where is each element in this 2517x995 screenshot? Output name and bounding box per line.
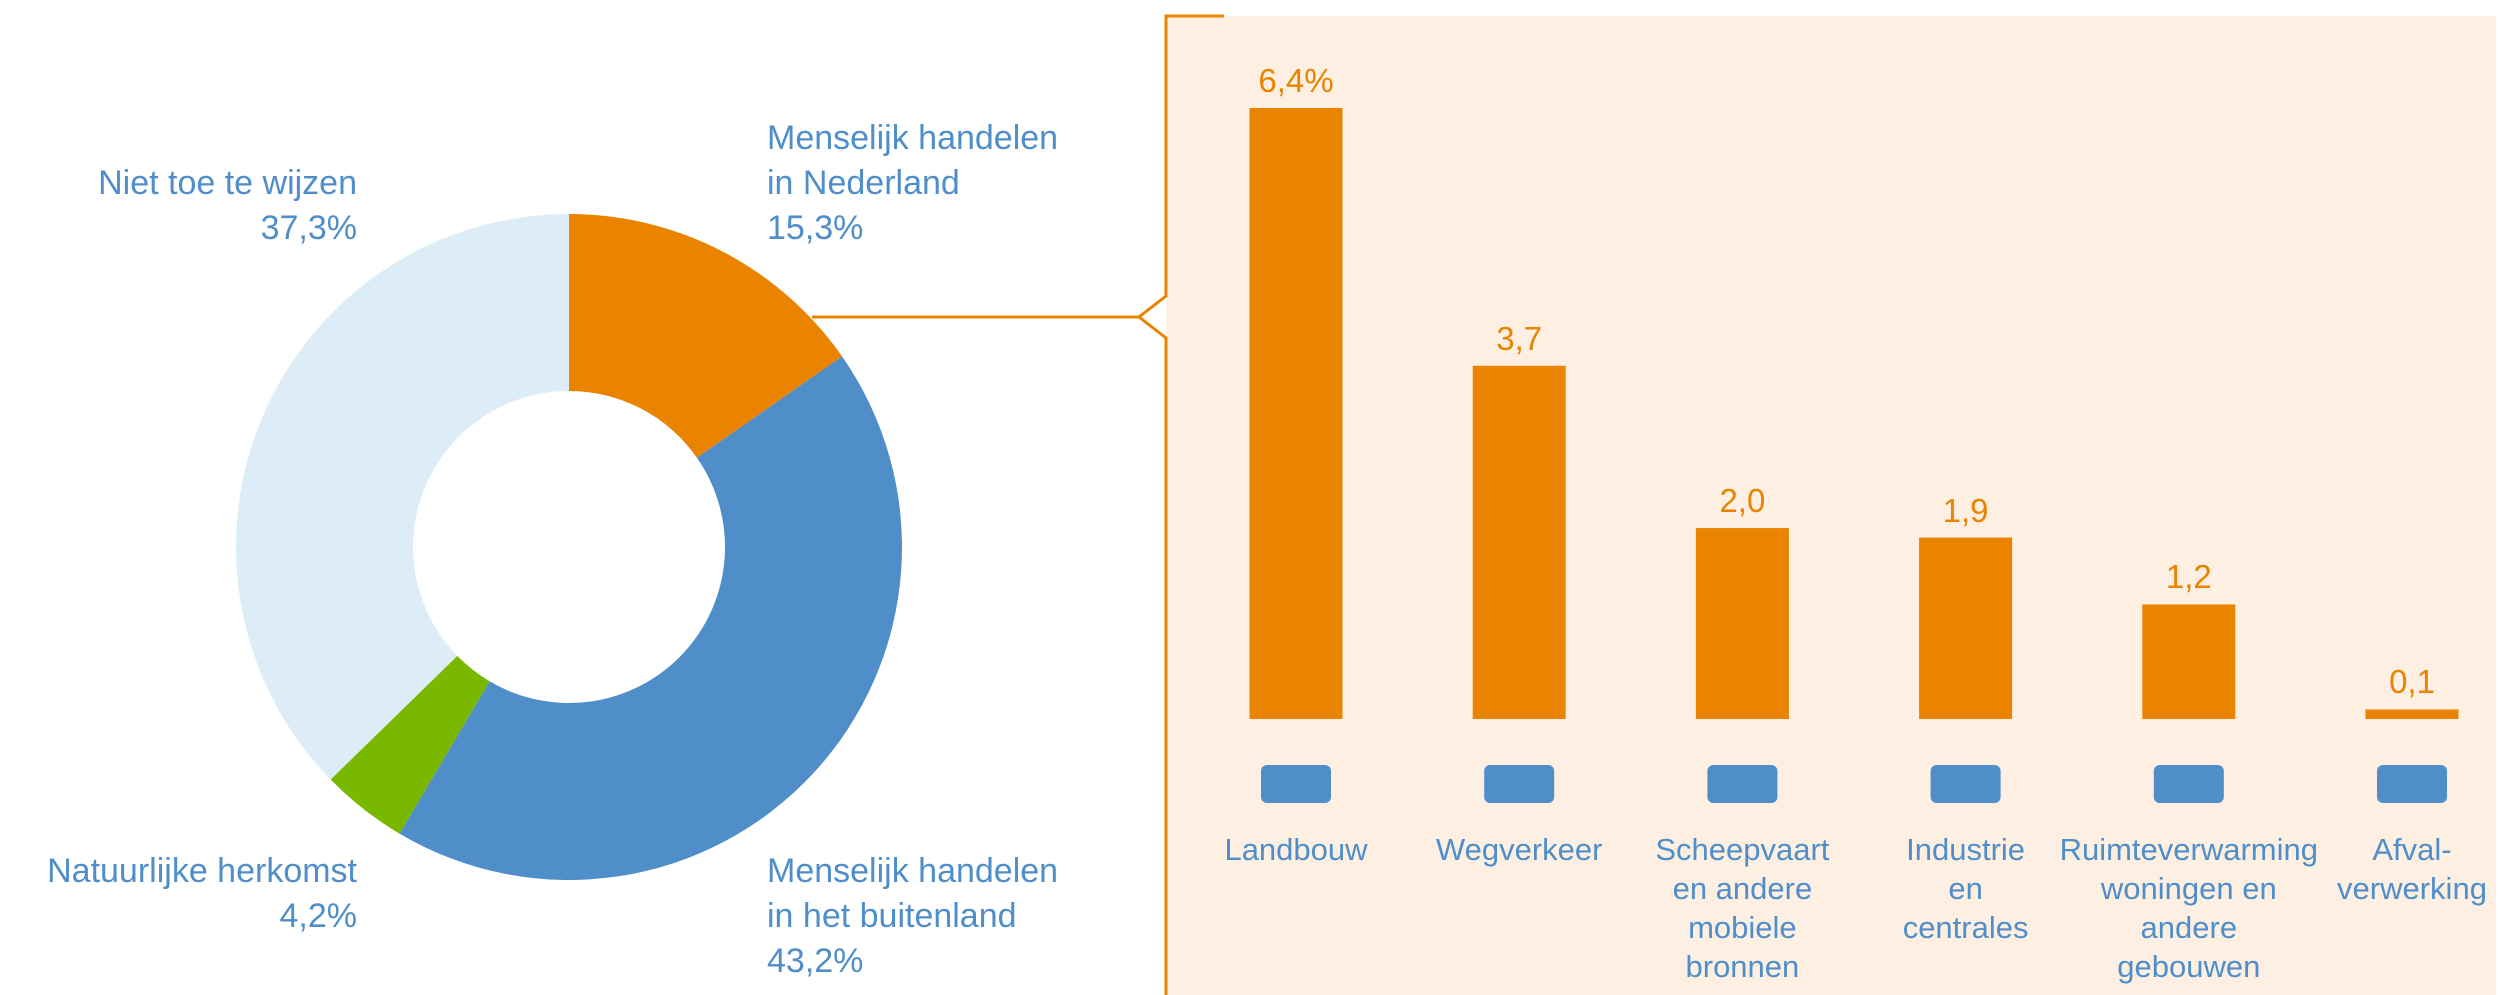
icon xyxy=(1484,765,1555,803)
segment-value: 4,2% xyxy=(279,897,358,935)
value-label: 2,0 xyxy=(1719,482,1766,520)
segment-name: Menselijk handelen in Nederland xyxy=(767,119,1059,202)
category-label: Landbouw xyxy=(1224,832,1368,867)
bar xyxy=(2142,604,2236,719)
donut-segment xyxy=(330,655,490,834)
bar xyxy=(1472,365,1566,719)
segment-value: 43,2% xyxy=(767,942,864,980)
bar xyxy=(1249,108,1343,719)
category-label: Scheepvaart en andere mobiele bronnen xyxy=(1655,832,1830,984)
value-label: 3,7 xyxy=(1496,319,1543,357)
category-label: Ruimteverwarming woningen en andere gebo… xyxy=(2059,832,2318,984)
category-label: Industrie en centrales xyxy=(1902,832,2029,945)
bar xyxy=(1695,528,1789,719)
panel xyxy=(1166,16,2496,995)
donut-segment xyxy=(235,214,569,780)
segment-label: Menselijk handelen in Nederland 15,3% xyxy=(767,116,1058,251)
bar xyxy=(1919,537,2013,719)
icon xyxy=(1261,765,1331,803)
segment-name: Niet toe te wijzen xyxy=(98,164,357,202)
segment-label: Niet toe te wijzen 37,3% xyxy=(98,161,357,251)
segment-value: 15,3% xyxy=(767,209,864,247)
category-label: Afval- verwerking xyxy=(2337,832,2487,906)
segment-label: Menselijk handelen in het buitenland 43,2… xyxy=(767,849,1058,984)
segment-name: Menselijk handelen in het buitenland xyxy=(767,852,1059,935)
icon xyxy=(2377,765,2447,803)
icon xyxy=(1707,765,1778,803)
value-label: 0,1 xyxy=(2389,663,2435,701)
donut-segment xyxy=(569,214,843,458)
donut-segment xyxy=(399,356,902,880)
value-label: 1,9 xyxy=(1942,491,1989,529)
icon xyxy=(1930,765,2001,803)
bar xyxy=(2365,709,2459,719)
icon xyxy=(2153,765,2224,803)
value-label: 1,2 xyxy=(2165,558,2212,596)
segment-name: Natuurlijke herkomst xyxy=(47,852,357,890)
value-label: 6,4% xyxy=(1258,62,1334,99)
segment-label: Natuurlijke herkomst 4,2% xyxy=(47,849,357,939)
segment-value: 37,3% xyxy=(260,209,357,247)
panel-border xyxy=(1136,14,1224,995)
category-label: Wegverkeer xyxy=(1435,832,1603,867)
